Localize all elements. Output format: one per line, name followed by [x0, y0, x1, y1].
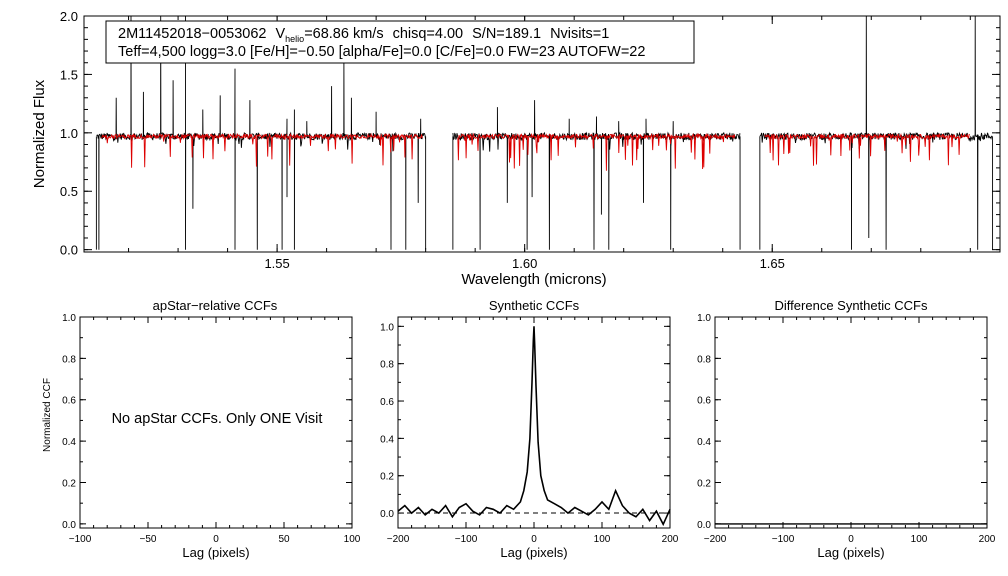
difference-ccf-xtick-label: 200 — [979, 534, 996, 545]
observed-spectrum-chip-3 — [759, 15, 993, 250]
spectrum-xlabel: Wavelength (microns) — [461, 271, 606, 288]
header-line-1: 2M11452018−0053062 Vhelio=68.86 km/s chisq… — [118, 26, 609, 44]
spectrum-ytick-label: 2.0 — [60, 9, 78, 24]
apstar-ccf-ytick-label: 0.2 — [62, 478, 76, 489]
synthetic-ccf-line — [397, 326, 671, 527]
difference-ccf-ytick-label: 0.8 — [697, 354, 711, 365]
difference-ccf-xlabel: Lag (pixels) — [817, 545, 884, 560]
apstar-ccf-ytick-label: 0.8 — [62, 354, 76, 365]
apstar-ccf-ytick-label: 0.6 — [62, 396, 76, 407]
synthetic-ccf-ytick-label: 0.4 — [380, 434, 394, 445]
apstar-ccf-xtick-label: 100 — [344, 534, 361, 545]
apstar-ccf-ylabel: Normalized CCF — [42, 378, 53, 452]
synthetic-ccf-ytick-label: 0.0 — [380, 509, 394, 520]
apstar-ccf-ytick-label: 0.4 — [62, 437, 76, 448]
difference-ccf-frame — [714, 316, 988, 529]
difference-ccf-ytick-label: 0.0 — [697, 520, 711, 531]
object-id: 2M11452018−0053062 — [118, 26, 267, 42]
spectrum-frame — [83, 15, 1001, 253]
synthetic-ccf-xtick-label: 200 — [662, 534, 679, 545]
synthetic-ccf-xtick-label: 100 — [594, 534, 611, 545]
spectrum-ytick-label: 1.0 — [60, 126, 78, 141]
observed-spectrum-chip-2 — [452, 100, 741, 250]
snr: S/N=189.1 — [472, 26, 541, 42]
difference-ccf-ytick-label: 1.0 — [697, 313, 711, 324]
difference-ccf-xtick-label: 100 — [911, 534, 928, 545]
synthetic-ccf-xtick-label: −200 — [387, 534, 410, 545]
apstar-ccf-ytick-label: 1.0 — [62, 313, 76, 324]
spectrum-traces — [95, 15, 994, 250]
synthetic-ccf-ytick-label: 0.2 — [380, 472, 394, 483]
synthetic-ccf-panel: Synthetic CCFs −200 −100 0 100 200 0.0 0.2 0.4 0… — [380, 298, 679, 560]
header-line-2: Teff=4,500 logg=3.0 [Fe/H]=−0.50 [alpha/… — [118, 44, 645, 60]
synthetic-ccf-xtick-label: −100 — [455, 534, 478, 545]
apstar-ccf-xlabel: Lag (pixels) — [182, 545, 249, 560]
difference-ccf-ytick-label: 0.2 — [697, 478, 711, 489]
apstar-ccf-frame — [79, 316, 353, 529]
spectrum-xtick-label: 1.55 — [264, 256, 289, 271]
synthetic-ccf-ytick-label: 0.6 — [380, 397, 394, 408]
synthetic-ccf-title: Synthetic CCFs — [489, 298, 580, 313]
synthetic-ccf-frame — [397, 316, 671, 529]
difference-ccf-xtick-label: 0 — [848, 534, 854, 545]
apstar-ccf-ytick-label: 0.0 — [62, 520, 76, 531]
synthetic-ccf-ytick-label: 1.0 — [380, 322, 394, 333]
model-spectrum-chip-2 — [457, 132, 736, 171]
spectrum-xtick-label: 1.60 — [512, 256, 537, 271]
difference-ccf-axes: −200 −100 0 100 200 0.0 0.2 0.4 0.6 0.8 1.0 — [697, 313, 996, 545]
model-spectrum-chip-3 — [764, 132, 971, 166]
spectrum-panel: 1.55 1.60 1.65 0.0 0.5 1.0 1.5 2.0 2M11452018−0… — [31, 9, 1001, 288]
no-ccf-note: No apStar CCFs. Only ONE Visit — [112, 411, 323, 427]
spectrum-ytick-label: 0.0 — [60, 243, 78, 258]
spectrum-ylabel: Normalized Flux — [31, 79, 48, 188]
difference-ccf-title: Difference Synthetic CCFs — [775, 298, 928, 313]
synthetic-ccf-traces — [397, 326, 671, 527]
apstar-ccf-title: apStar−relative CCFs — [153, 298, 278, 313]
spectrum-xtick-label: 1.65 — [760, 256, 785, 271]
difference-ccf-ytick-label: 0.6 — [697, 396, 711, 407]
chisq: chisq=4.00 — [393, 26, 464, 42]
apstar-ccf-xtick-label: 50 — [278, 534, 290, 545]
nvisits: Nvisits=1 — [550, 26, 609, 42]
difference-ccf-panel: Difference Synthetic CCFs −200 −100 0 100 20… — [697, 298, 996, 560]
difference-ccf-xtick-label: −100 — [772, 534, 795, 545]
difference-ccf-xtick-label: −200 — [704, 534, 727, 545]
apstar-ccf-xtick-label: −50 — [140, 534, 157, 545]
vhelio-label: V — [276, 26, 286, 42]
apstar-ccf-xtick-label: −100 — [69, 534, 92, 545]
model-spectrum-chip-1 — [101, 132, 423, 168]
apstar-ccf-axes: −100 −50 0 50 100 0.0 0.2 0.4 0.6 0.8 1.0 — [62, 313, 361, 545]
apstar-ccf-panel: apStar−relative CCFs −100 −50 0 50 100 0.0 0.2… — [42, 298, 361, 560]
header-box — [105, 20, 695, 64]
vhelio-value: =68.86 km/s — [304, 26, 383, 42]
synthetic-ccf-xtick-label: 0 — [531, 534, 537, 545]
synthetic-ccf-xlabel: Lag (pixels) — [500, 545, 567, 560]
spectrum-ytick-label: 1.5 — [60, 67, 78, 82]
spectrum-ytick-label: 0.5 — [60, 184, 78, 199]
synthetic-ccf-ytick-label: 0.8 — [380, 360, 394, 371]
vhelio-subscript: helio — [285, 34, 304, 44]
apstar-ccf-xtick-label: 0 — [213, 534, 219, 545]
difference-ccf-ytick-label: 0.4 — [697, 437, 711, 448]
